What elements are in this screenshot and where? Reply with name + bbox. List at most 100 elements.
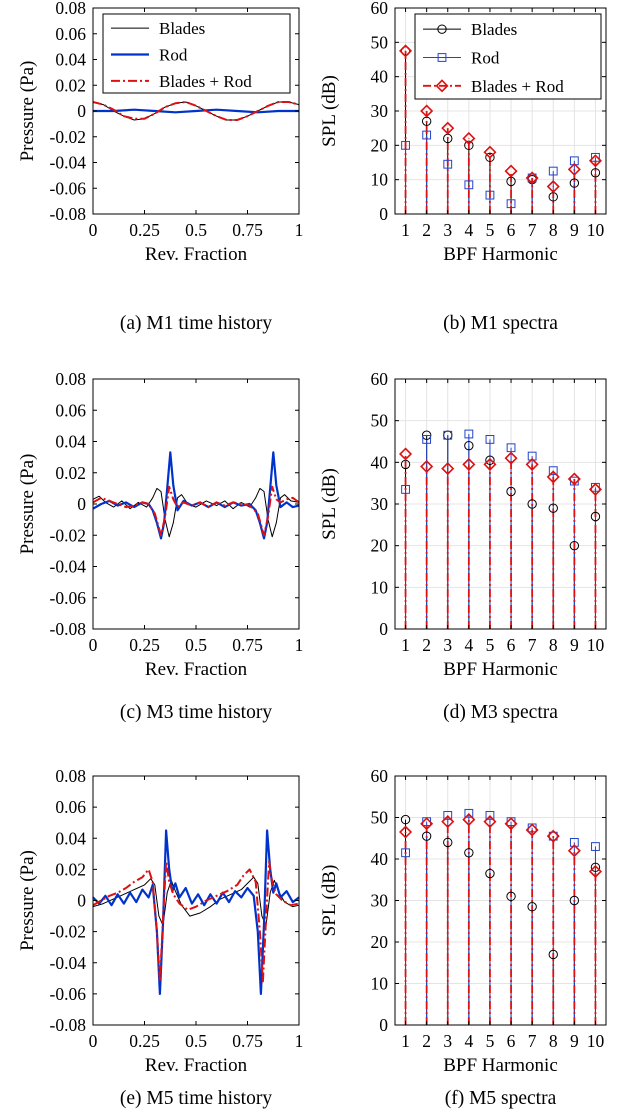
y-axis-label: Pressure (Pa) — [17, 61, 38, 162]
legend-label: Blades + Rod — [159, 72, 252, 91]
y-tick-label: 0.06 — [55, 24, 86, 44]
x-tick-label: 2 — [422, 220, 431, 240]
stem-marker — [548, 166, 558, 176]
stem-marker — [401, 848, 410, 858]
y-tick-label: -0.08 — [50, 1015, 87, 1035]
x-tick-label: 2 — [422, 1031, 431, 1051]
series-line-blades-rod — [92, 860, 300, 983]
stem-marker — [483, 457, 497, 471]
stem-marker — [441, 121, 455, 135]
stem-marker — [441, 815, 455, 829]
stem-marker — [421, 831, 432, 841]
legend-marker — [435, 79, 449, 93]
y-tick-label: 50 — [371, 411, 389, 431]
x-axis-label: BPF Harmonic — [443, 659, 558, 680]
subfigure-caption: (f) M5 spectra — [445, 1088, 557, 1109]
stem-marker — [401, 485, 410, 494]
series-line-rod — [92, 829, 300, 996]
stem-marker — [506, 486, 516, 497]
y-tick-label: 60 — [371, 369, 389, 389]
x-tick-label: 3 — [443, 635, 452, 655]
series-line-rod — [92, 451, 300, 540]
subfigure-caption: (e) M5 time history — [120, 1088, 272, 1109]
y-tick-label: 0.02 — [55, 463, 86, 483]
y-tick-label: 50 — [371, 32, 389, 52]
y-tick-label: 60 — [371, 766, 389, 786]
subfigure-caption: (b) M1 spectra — [443, 313, 558, 334]
stem-marker — [462, 457, 476, 471]
stem-marker — [525, 823, 539, 837]
y-tick-label: 0 — [77, 891, 86, 911]
stem-marker — [504, 817, 518, 831]
stem-marker — [399, 44, 413, 58]
x-tick-label: 9 — [570, 635, 579, 655]
x-tick-label: 8 — [549, 220, 558, 240]
stem-marker — [590, 511, 601, 522]
stem-marker — [591, 152, 600, 162]
legend-label: Blades + Rod — [471, 77, 564, 96]
x-tick-label: 8 — [549, 635, 558, 655]
stem-marker — [567, 162, 581, 176]
stem-marker — [422, 130, 432, 140]
stem-marker — [485, 435, 495, 444]
stem-marker — [441, 462, 455, 476]
stem-marker — [588, 154, 602, 168]
x-tick-label: 1 — [401, 1031, 410, 1051]
y-tick-label: 0 — [77, 101, 86, 121]
y-tick-label: 0.04 — [55, 50, 86, 70]
legend-label: Rod — [471, 49, 500, 68]
stem-marker — [483, 145, 497, 159]
stem-marker — [548, 949, 558, 960]
x-tick-label: 0.25 — [129, 635, 160, 655]
stem-marker — [504, 451, 518, 465]
y-tick-label: 20 — [371, 536, 389, 556]
x-tick-label: 1 — [401, 220, 410, 240]
x-tick-label: 3 — [443, 1031, 452, 1051]
subfigure-caption: (c) M3 time history — [120, 702, 272, 723]
x-tick-label: 0.5 — [185, 1031, 207, 1051]
legend-marker — [437, 53, 447, 62]
stem-marker — [401, 140, 410, 150]
y-tick-label: 0 — [379, 619, 388, 639]
x-tick-label: 1 — [295, 635, 304, 655]
x-tick-label: 8 — [549, 1031, 558, 1051]
stem-marker — [569, 895, 580, 906]
y-tick-label: 50 — [371, 808, 389, 828]
stem-marker — [567, 844, 581, 858]
y-axis-label: SPL (dB) — [319, 75, 340, 147]
y-tick-label: -0.08 — [50, 204, 87, 224]
stem-marker — [464, 429, 474, 439]
stem-marker — [567, 472, 581, 486]
stem-marker — [546, 829, 560, 843]
x-tick-label: 5 — [486, 220, 495, 240]
y-tick-label: 40 — [371, 452, 389, 472]
chart-panel-1: -0.08 -0.06 -0.04 -0.02 0 0.02 0.04 0.06 0.08 0 0.… — [17, 0, 303, 334]
stem-marker — [569, 178, 580, 188]
y-tick-label: -0.06 — [50, 588, 87, 608]
y-tick-label: 60 — [371, 0, 389, 18]
chart-panel-4: 0 10 20 30 40 50 60 1 2 3 4 5 6 7 8 9 10 BPF Harmonic SPL … — [319, 369, 607, 723]
stem-marker — [527, 499, 537, 509]
y-axis-label: Pressure (Pa) — [17, 850, 38, 951]
stem-marker — [464, 808, 474, 818]
series-line-blades-rod — [92, 485, 300, 537]
y-tick-label: 0.08 — [55, 766, 86, 786]
x-tick-label: 0.5 — [185, 635, 207, 655]
stem-marker — [422, 435, 432, 444]
stem-marker — [420, 817, 434, 831]
x-tick-label: 3 — [443, 220, 452, 240]
x-axis-label: Rev. Fraction — [145, 659, 248, 680]
x-tick-label: 9 — [570, 220, 579, 240]
y-tick-label: 30 — [371, 891, 389, 911]
y-tick-label: 0 — [379, 204, 388, 224]
x-tick-label: 0.75 — [232, 1031, 263, 1051]
y-tick-label: -0.06 — [50, 984, 87, 1004]
x-tick-label: 7 — [528, 1031, 537, 1051]
y-axis-label: SPL (dB) — [319, 468, 340, 540]
subfigure-caption: (a) M1 time history — [120, 313, 272, 334]
x-tick-label: 0 — [89, 635, 98, 655]
y-tick-label: 30 — [371, 494, 389, 514]
x-tick-label: 5 — [486, 635, 495, 655]
legend: Blades Rod Blades + Rod — [102, 13, 291, 94]
y-tick-label: 0.06 — [55, 400, 86, 420]
